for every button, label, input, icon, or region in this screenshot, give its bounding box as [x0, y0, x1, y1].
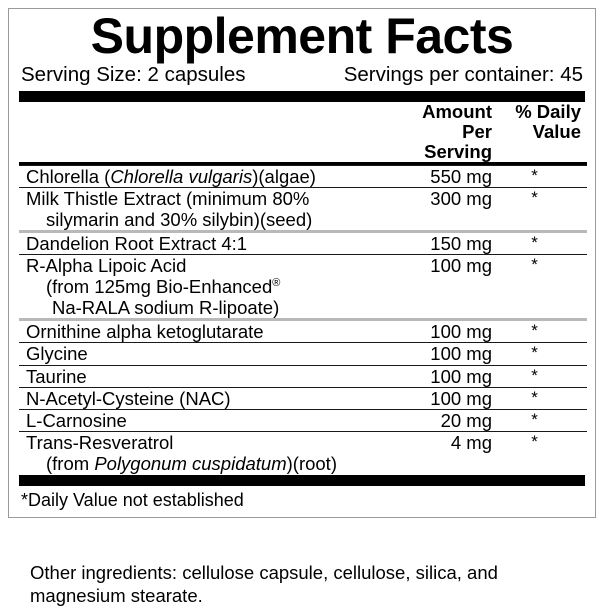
ingredient-name-part: Trans-Resveratrol: [26, 431, 174, 453]
table-row: L-Carnosine 20 mg *: [19, 408, 587, 432]
registered-trademark-icon: ®: [272, 277, 281, 290]
table-row: Ornithine alpha ketoglutarate 100 mg *: [19, 318, 587, 343]
ingredient-daily-value: *: [500, 386, 587, 410]
ingredient-amount: 100 mg: [390, 386, 500, 410]
ingredient-name-part: L-Carnosine: [26, 409, 127, 431]
ingredient-amount: 100 mg: [390, 364, 500, 388]
ingredient-name-part: N-Acetyl-Cysteine (NAC): [26, 387, 231, 409]
table-row: N-Acetyl-Cysteine (NAC) 100 mg *: [19, 386, 587, 410]
ingredient-name-part: Taurine: [26, 365, 87, 387]
ingredient-amount: 4 mg: [390, 430, 500, 474]
table-row: R-Alpha Lipoic Acid (from 125mg Bio-Enhan…: [19, 254, 587, 320]
botanical-name: Polygonum cuspidatum: [94, 452, 287, 474]
dv-header-line1: % Daily: [515, 100, 581, 122]
ingredient-amount: 100 mg: [390, 318, 500, 343]
ingredient-name: Chlorella (Chlorella vulgaris)(algae): [19, 164, 390, 188]
ingredient-name-part: Dandelion Root Extract 4:1: [26, 233, 248, 255]
table-row: Taurine 100 mg *: [19, 364, 587, 388]
ingredient-daily-value: *: [500, 430, 587, 474]
ingredient-amount: 100 mg: [390, 342, 500, 366]
ingredient-daily-value: *: [500, 230, 587, 255]
nutrition-table-body: Amount Per Serving % Daily Value Chlorel…: [19, 100, 587, 474]
table-header-row: Amount Per Serving % Daily Value: [19, 100, 587, 163]
column-header-daily-value: % Daily Value: [500, 100, 587, 163]
table-row: Trans-Resveratrol (from Polygonum cuspida…: [19, 430, 587, 474]
amount-header-line1: Amount Per: [422, 100, 492, 142]
ingredient-name: Trans-Resveratrol (from Polygonum cuspida…: [19, 430, 390, 474]
serving-info: Serving Size: 2 capsules Servings per co…: [19, 63, 585, 87]
servings-per-container: Servings per container: 45: [343, 63, 583, 86]
ingredient-amount: 100 mg: [390, 254, 500, 320]
ingredient-name: Dandelion Root Extract 4:1: [19, 230, 390, 255]
ingredient-name-part: silymarin and 30% silybin)(seed): [46, 209, 313, 231]
ingredient-name: Ornithine alpha ketoglutarate: [19, 318, 390, 343]
column-header-name: [19, 102, 390, 163]
dv-header-line2: Value: [532, 120, 581, 142]
ingredient-name-part: (from Polygonum cuspidatum)(root): [46, 452, 337, 474]
ingredient-name: N-Acetyl-Cysteine (NAC): [19, 386, 390, 410]
ingredient-daily-value: *: [500, 254, 587, 320]
ingredient-name: Glycine: [19, 342, 390, 366]
ingredient-amount: 150 mg: [390, 230, 500, 255]
ingredient-name-part: Chlorella (: [26, 165, 111, 187]
ingredient-name: Milk Thistle Extract (minimum 80% silymar…: [19, 186, 390, 232]
ingredient-name: Taurine: [19, 364, 390, 388]
header-divider-bar: [19, 90, 585, 102]
nutrition-table: Amount Per Serving % Daily Value Chlorel…: [19, 100, 587, 474]
ingredient-name-part: Ornithine alpha ketoglutarate: [26, 321, 264, 343]
ingredient-amount: 300 mg: [390, 186, 500, 232]
ingredient-name: L-Carnosine: [19, 408, 390, 432]
ingredient-name-part: Milk Thistle Extract (minimum 80%: [26, 187, 310, 209]
ingredient-daily-value: *: [500, 364, 587, 388]
table-row: Glycine 100 mg *: [19, 342, 587, 366]
ingredient-daily-value: *: [500, 408, 587, 432]
ingredient-name-part: Na-RALA sodium R-lipoate): [52, 297, 280, 319]
table-row: Chlorella (Chlorella vulgaris)(algae) 550…: [19, 164, 587, 188]
page-title: Supplement Facts: [90, 8, 514, 64]
ingredient-amount: 20 mg: [390, 408, 500, 432]
table-row: Milk Thistle Extract (minimum 80% silymar…: [19, 186, 587, 232]
ingredient-daily-value: *: [500, 342, 587, 366]
amount-header-line2: Serving: [424, 140, 492, 162]
daily-value-footnote: *Daily Value not established: [21, 489, 244, 510]
supplement-facts-panel: Supplement Facts Serving Size: 2 capsule…: [8, 8, 596, 518]
ingredient-name-part: R-Alpha Lipoic Acid: [26, 255, 187, 277]
ingredient-name-part: )(algae): [252, 165, 316, 187]
table-row: Dandelion Root Extract 4:1 150 mg *: [19, 230, 587, 255]
serving-size: Serving Size: 2 capsules: [21, 63, 246, 86]
other-ingredients: Other ingredients: cellulose capsule, ce…: [30, 562, 498, 606]
ingredient-daily-value: *: [500, 318, 587, 343]
ingredient-amount: 550 mg: [390, 164, 500, 188]
ingredient-daily-value: *: [500, 164, 587, 188]
ingredient-name: R-Alpha Lipoic Acid (from 125mg Bio-Enhan…: [19, 254, 390, 320]
ingredient-name-part: Chlorella vulgaris: [110, 165, 253, 187]
footer-divider-bar: [19, 474, 585, 486]
ingredient-name-part: (from 125mg Bio-Enhanced®: [46, 276, 281, 298]
ingredient-daily-value: *: [500, 186, 587, 232]
column-header-amount: Amount Per Serving: [390, 100, 500, 163]
ingredient-name-part: Glycine: [26, 343, 88, 365]
